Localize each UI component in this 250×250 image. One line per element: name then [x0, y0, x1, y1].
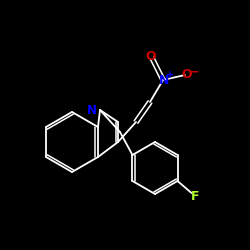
Text: O: O	[182, 68, 192, 80]
Text: O: O	[146, 50, 156, 64]
Text: F: F	[191, 190, 200, 202]
Text: N: N	[159, 74, 169, 86]
Text: +: +	[166, 70, 174, 80]
Text: N: N	[87, 104, 97, 118]
Text: −: −	[189, 66, 199, 78]
